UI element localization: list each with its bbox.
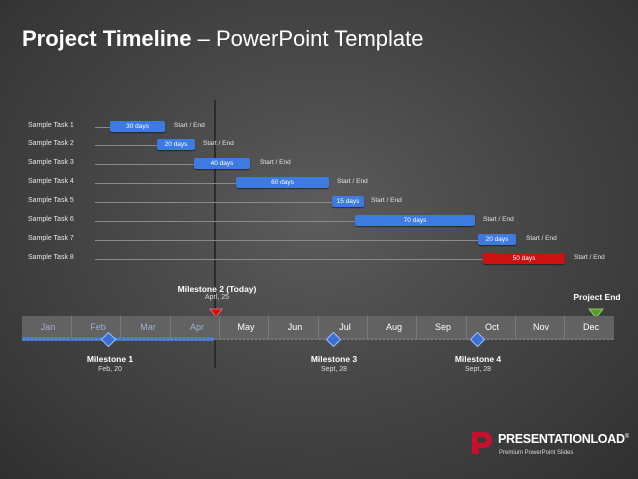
milestone-today-date: Aprl, 25 — [204, 294, 230, 301]
month-label: Mar — [140, 322, 156, 332]
milestone-4-name: Milestone 4 — [454, 354, 502, 364]
task-label: Sample Task 7 — [28, 235, 74, 242]
month-label: Aug — [385, 322, 402, 332]
task-status: Start / End — [203, 140, 234, 147]
task-label: Sample Task 3 — [28, 159, 74, 166]
milestone-3-name: Milestone 3 — [310, 354, 358, 364]
logo-name: PRESENTATIONLOAD® — [498, 432, 629, 446]
task-status: Start / End — [260, 159, 291, 166]
task-line — [95, 183, 236, 184]
task-line — [95, 259, 483, 260]
month-separator — [466, 316, 467, 340]
milestone-4-date: Sept, 28 — [464, 366, 492, 373]
title-bold: Project Timeline — [22, 26, 192, 51]
task-bar[interactable]: 70 days — [355, 215, 475, 226]
month-separator — [564, 316, 565, 340]
task-bar[interactable]: 30 days — [110, 121, 165, 132]
month-label: Apr — [189, 322, 204, 332]
month-label: Dec — [582, 322, 599, 332]
task-label: Sample Task 8 — [28, 254, 74, 261]
task-status: Start / End — [371, 197, 402, 204]
task-status: Start / End — [526, 235, 557, 242]
month-separator — [120, 316, 121, 340]
slide-title: Project Timeline – PowerPoint Template — [22, 26, 424, 52]
month-label: Nov — [532, 322, 549, 332]
month-separator — [318, 316, 319, 340]
milestone-1-name: Milestone 1 — [86, 354, 134, 364]
task-status: Start / End — [337, 178, 368, 185]
month-separator — [71, 316, 72, 340]
today-marker-icon[interactable] — [209, 308, 223, 318]
month-separator — [268, 316, 269, 340]
month-separator — [170, 316, 171, 340]
project-end-marker-icon[interactable] — [588, 308, 604, 319]
month-label: Feb — [90, 322, 106, 332]
milestone-today-name: Milestone 2 (Today) — [177, 284, 257, 294]
task-bar[interactable]: 20 days — [157, 139, 195, 150]
task-bar[interactable]: 60 days — [236, 177, 329, 188]
task-line — [95, 164, 194, 165]
task-status: Start / End — [574, 254, 605, 261]
task-line — [95, 202, 332, 203]
task-line — [95, 145, 157, 146]
month-label: Sep — [434, 322, 451, 332]
task-line — [95, 240, 478, 241]
task-label: Sample Task 4 — [28, 178, 74, 185]
task-bar[interactable]: 20 days — [478, 234, 516, 245]
task-label: Sample Task 1 — [28, 122, 74, 129]
month-separator — [515, 316, 516, 340]
presentationload-logo-icon — [472, 432, 492, 454]
logo-tagline: Premium PowerPoint Slides — [499, 450, 574, 456]
task-bar[interactable]: 50 days — [483, 253, 565, 264]
milestone-3-date: Sept, 28 — [320, 366, 348, 373]
month-label: Jul — [339, 322, 351, 332]
month-separator — [367, 316, 368, 340]
month-separator — [416, 316, 417, 340]
task-label: Sample Task 2 — [28, 140, 74, 147]
task-status: Start / End — [174, 122, 205, 129]
task-label: Sample Task 6 — [28, 216, 74, 223]
milestone-1-date: Feb, 20 — [98, 366, 122, 373]
logo-name-text: PRESENTATIONLOAD — [498, 432, 625, 446]
task-status: Start / End — [483, 216, 514, 223]
task-bar[interactable]: 15 days — [332, 196, 364, 207]
task-line — [95, 127, 110, 128]
month-label: Oct — [484, 322, 499, 332]
task-label: Sample Task 5 — [28, 197, 74, 204]
logo-reg: ® — [624, 433, 629, 440]
project-end-name: Project End — [573, 292, 621, 302]
month-label: Jun — [287, 322, 303, 332]
task-line — [95, 221, 355, 222]
today-line — [214, 100, 216, 368]
task-bar[interactable]: 40 days — [194, 158, 250, 169]
month-label: Jan — [40, 322, 56, 332]
month-label: May — [237, 322, 255, 332]
title-rest: – PowerPoint Template — [191, 26, 424, 51]
month-separator — [219, 316, 220, 340]
